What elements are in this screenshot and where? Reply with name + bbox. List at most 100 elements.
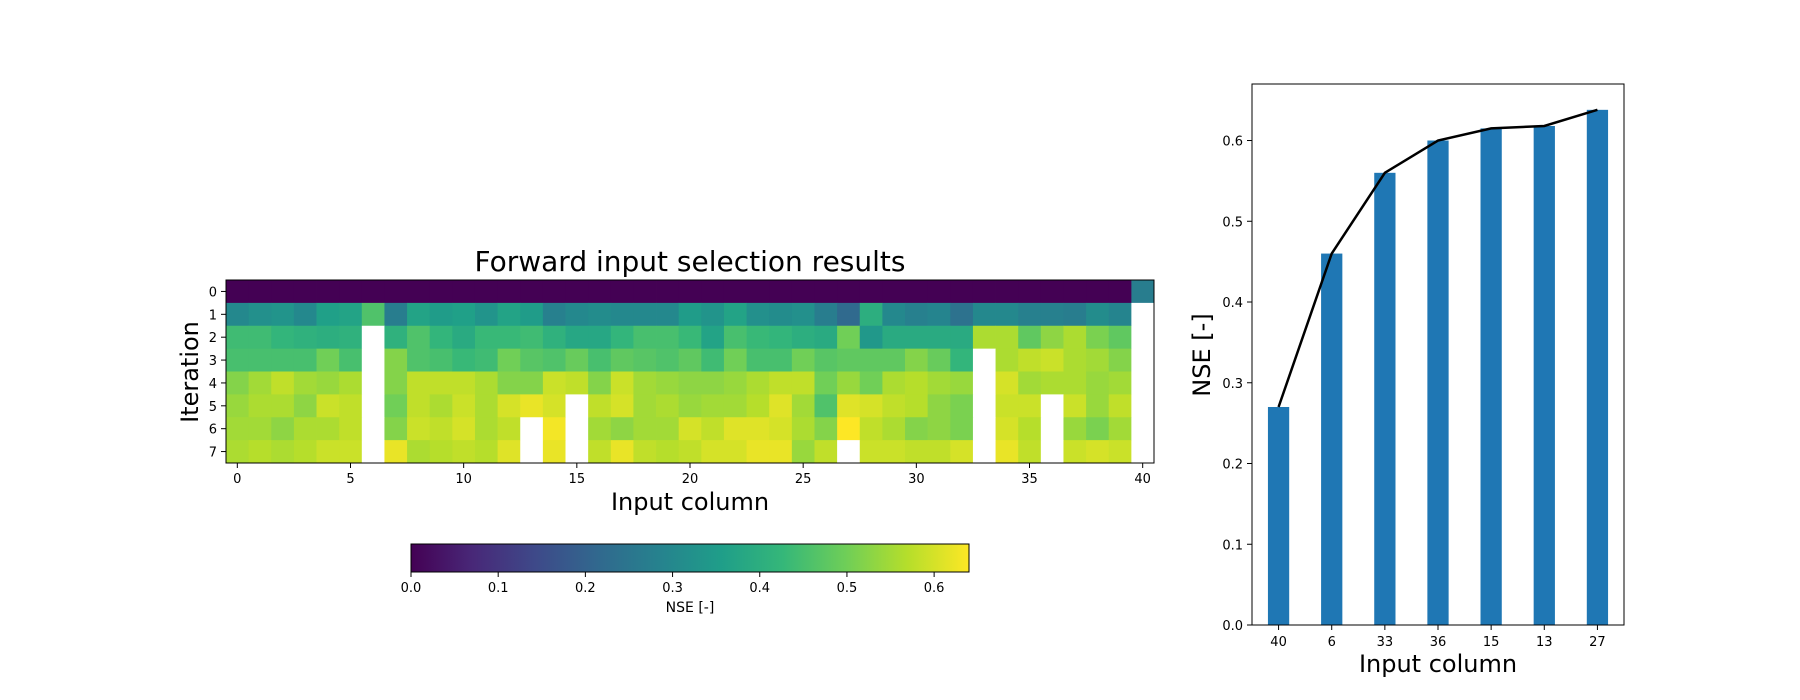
- heatmap-cell: [950, 302, 974, 327]
- bar-y-tick-label: 0.6: [1222, 135, 1243, 150]
- heatmap-cell: [859, 325, 883, 350]
- heatmap-cell: [678, 417, 702, 441]
- heatmap-cell: [769, 394, 793, 418]
- heatmap-cell: [656, 417, 680, 441]
- heatmap-cell: [972, 325, 996, 350]
- heatmap-cell: [746, 302, 770, 327]
- heatmap-cell: [701, 394, 725, 418]
- heatmap-cell: [656, 280, 680, 304]
- heatmap-cell: [610, 371, 634, 395]
- heatmap-cell: [814, 348, 838, 372]
- heatmap-cell: [497, 280, 521, 304]
- heatmap-cell: [226, 348, 250, 372]
- heatmap-cell: [497, 302, 521, 327]
- heatmap-cell: [542, 280, 566, 304]
- heatmap-cell: [1108, 325, 1132, 350]
- heatmap-cell: [316, 417, 340, 441]
- heatmap-cell: [791, 348, 815, 372]
- heatmap-cell: [497, 394, 521, 418]
- heatmap-cell: [248, 440, 272, 464]
- heatmap-cell: [950, 440, 974, 464]
- heatmap-cell: [1108, 394, 1132, 418]
- heatmap-cell: [791, 394, 815, 418]
- heatmap-cell: [746, 417, 770, 441]
- heatmap-cell: [995, 280, 1019, 304]
- bar-y-tick-label: 0.4: [1222, 296, 1243, 311]
- heatmap-cell: [293, 417, 317, 441]
- heatmap-cell: [384, 280, 408, 304]
- heatmap-cell: [701, 348, 725, 372]
- heatmap-cell: [882, 440, 906, 464]
- heatmap-cell: [339, 371, 363, 395]
- heatmap-x-tick-label: 0: [233, 472, 241, 487]
- heatmap-cell: [723, 348, 747, 372]
- heatmap-cell: [565, 325, 589, 350]
- heatmap-cell: [542, 440, 566, 464]
- heatmap-cell: [361, 440, 385, 464]
- heatmap-cell: [859, 348, 883, 372]
- colorbar-tick-label: 0.0: [401, 581, 422, 596]
- heatmap-cell: [972, 440, 996, 464]
- heatmap-cell: [1063, 280, 1087, 304]
- heatmap-cell: [995, 394, 1019, 418]
- heatmap-cell: [882, 325, 906, 350]
- heatmap-cell: [226, 394, 250, 418]
- heatmap-cell: [542, 394, 566, 418]
- heatmap-cell: [226, 302, 250, 327]
- heatmap-cell: [1108, 302, 1132, 327]
- heatmap-cell: [905, 417, 929, 441]
- heatmap-cell: [610, 325, 634, 350]
- heatmap-cell: [1063, 394, 1087, 418]
- heatmap-cell: [633, 325, 657, 350]
- heatmap-cell: [701, 440, 725, 464]
- heatmap-cell: [588, 417, 612, 441]
- colorbar-tick-label: 0.4: [749, 581, 770, 596]
- heatmap-y-ticks: 0 1 2 3 4 5 6 7: [209, 285, 226, 461]
- heatmap-cell: [316, 440, 340, 464]
- heatmap-cell: [905, 371, 929, 395]
- bar-x-tick-label: 40: [1270, 635, 1287, 650]
- heatmap-cell: [814, 280, 838, 304]
- bar: [1480, 128, 1502, 625]
- heatmap-cell: [972, 417, 996, 441]
- bar-x-label: Input column: [1359, 650, 1517, 678]
- heatmap-cell: [226, 371, 250, 395]
- heatmap-cell: [950, 417, 974, 441]
- heatmap-cell: [452, 348, 476, 372]
- heatmap-cell: [452, 325, 476, 350]
- colorbar-gradient: [410, 543, 970, 573]
- heatmap-cell: [271, 302, 295, 327]
- bar-x-tick-label: 27: [1589, 635, 1606, 650]
- heatmap-cell: [588, 280, 612, 304]
- heatmap-cell: [384, 417, 408, 441]
- heatmap-cell: [746, 348, 770, 372]
- heatmap-cell: [1086, 371, 1110, 395]
- heatmap-cell: [474, 417, 499, 441]
- heatmap-cell: [769, 325, 793, 350]
- bar-x-tick-label: 13: [1536, 635, 1553, 650]
- heatmap-cell: [339, 394, 363, 418]
- heatmap-cell: [271, 280, 295, 304]
- heatmap-cell: [633, 440, 657, 464]
- heatmap-cell: [316, 280, 340, 304]
- colorbar-ticks: 0.0 0.1 0.2 0.3 0.4 0.5 0.6: [401, 572, 944, 596]
- heatmap-cell: [271, 371, 295, 395]
- heatmap-cell: [723, 417, 747, 441]
- heatmap-cell: [248, 302, 272, 327]
- heatmap-cell: [837, 371, 861, 395]
- heatmap-cell: [701, 302, 725, 327]
- heatmap-cell: [746, 371, 770, 395]
- heatmap-cell: [656, 348, 680, 372]
- heatmap-cell: [565, 280, 589, 304]
- heatmap-cell: [791, 440, 815, 464]
- heatmap-cell: [1063, 348, 1087, 372]
- heatmap-cell: [293, 371, 317, 395]
- bar-x-tick-label: 6: [1328, 635, 1336, 650]
- heatmap-cell: [452, 394, 476, 418]
- heatmap-cell: [723, 302, 747, 327]
- heatmap-cell: [610, 440, 634, 464]
- heatmap-cell: [656, 302, 680, 327]
- heatmap-cell: [746, 325, 770, 350]
- heatmap-y-tick-label: 3: [209, 354, 217, 369]
